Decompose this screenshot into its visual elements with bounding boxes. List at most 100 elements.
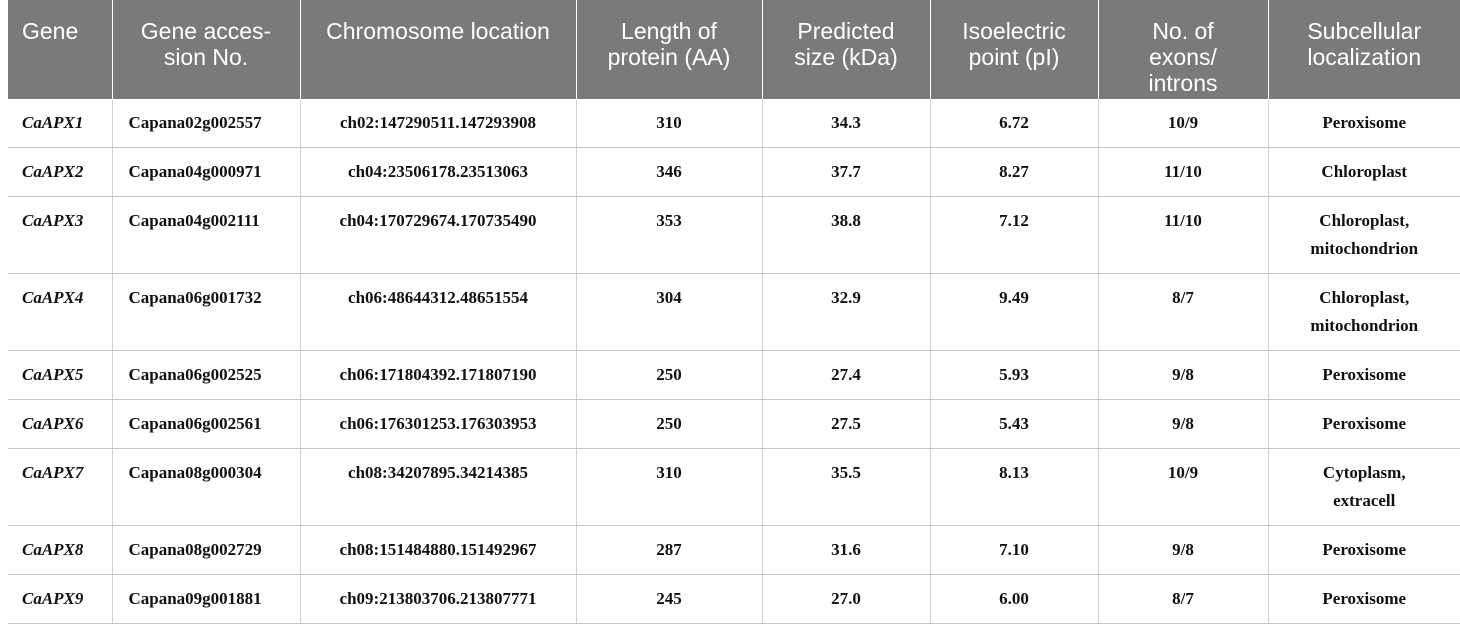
cell-accession: Capana04g002111 bbox=[112, 196, 301, 274]
cell-accession: Capana09g001881 bbox=[112, 574, 301, 624]
column-header-line: localization bbox=[1307, 44, 1422, 70]
localization-line: Cytoplasm, bbox=[1322, 463, 1406, 482]
cell-accession: Capana04g000971 bbox=[112, 147, 301, 197]
column-header-accession: Gene acces-sion No. bbox=[112, 0, 301, 99]
cell-location: ch04:170729674.170735490 bbox=[300, 196, 577, 274]
column-header-length: Length of protein (AA) bbox=[576, 0, 763, 99]
cell-localization: Peroxisome bbox=[1268, 399, 1460, 449]
column-header-location: Chromosome location bbox=[300, 0, 577, 99]
cell-exons: 11/10 bbox=[1098, 147, 1269, 197]
cell-location: ch09:213803706.213807771 bbox=[300, 574, 577, 624]
cell-exons: 8/7 bbox=[1098, 273, 1269, 351]
cell-exons: 9/8 bbox=[1098, 399, 1269, 449]
cell-gene: CaAPX4 bbox=[8, 273, 113, 351]
table-body: CaAPX1 Capana02g002557 ch02:147290511.1472… bbox=[8, 99, 1460, 624]
localization-line: Chloroplast, bbox=[1319, 211, 1410, 230]
cell-localization: Cytoplasm, extracell bbox=[1268, 448, 1460, 526]
localization-line: mitochondrion bbox=[1310, 239, 1419, 258]
column-header-pi: Isoelectric point (pI) bbox=[930, 0, 1099, 99]
localization-line: extracell bbox=[1333, 491, 1396, 510]
cell-size: 27.5 bbox=[762, 399, 931, 449]
localization-line: mitochondrion bbox=[1310, 316, 1419, 335]
header-row: Gene Gene acces-sion No. Chromosome locati… bbox=[8, 0, 1460, 99]
cell-pi: 8.27 bbox=[930, 147, 1099, 197]
cell-exons: 8/7 bbox=[1098, 574, 1269, 624]
cell-gene: CaAPX6 bbox=[8, 399, 113, 449]
cell-localization: Chloroplast, mitochondrion bbox=[1268, 273, 1460, 351]
table-row: CaAPX3 Capana04g002111 ch04:170729674.1707… bbox=[8, 196, 1460, 274]
cell-length: 250 bbox=[576, 399, 763, 449]
cell-localization: Chloroplast, mitochondrion bbox=[1268, 196, 1460, 274]
column-header-line: protein (AA) bbox=[607, 44, 731, 70]
column-header-line: Gene bbox=[22, 18, 79, 44]
cell-length: 250 bbox=[576, 350, 763, 400]
cell-localization: Peroxisome bbox=[1268, 350, 1460, 400]
cell-gene: CaAPX2 bbox=[8, 147, 113, 197]
cell-location: ch08:34207895.34214385 bbox=[300, 448, 577, 526]
column-header-line: No. of bbox=[1152, 18, 1214, 44]
cell-location: ch02:147290511.147293908 bbox=[300, 99, 577, 148]
cell-length: 353 bbox=[576, 196, 763, 274]
cell-pi: 7.10 bbox=[930, 525, 1099, 575]
cell-size: 32.9 bbox=[762, 273, 931, 351]
cell-pi: 6.00 bbox=[930, 574, 1099, 624]
table-row: CaAPX9 Capana09g001881 ch09:213803706.2138… bbox=[8, 574, 1460, 624]
cell-localization: Peroxisome bbox=[1268, 525, 1460, 575]
cell-location: ch06:171804392.171807190 bbox=[300, 350, 577, 400]
table-row: CaAPX1 Capana02g002557 ch02:147290511.1472… bbox=[8, 99, 1460, 148]
column-header-line: point (pI) bbox=[968, 44, 1060, 70]
cell-location: ch08:151484880.151492967 bbox=[300, 525, 577, 575]
cell-accession: Capana06g002525 bbox=[112, 350, 301, 400]
cell-gene: CaAPX1 bbox=[8, 99, 113, 148]
cell-size: 34.3 bbox=[762, 99, 931, 148]
cell-localization: Peroxisome bbox=[1268, 99, 1460, 148]
cell-gene: CaAPX8 bbox=[8, 525, 113, 575]
table-row: CaAPX5 Capana06g002525 ch06:171804392.1718… bbox=[8, 350, 1460, 400]
localization-line: Peroxisome bbox=[1322, 365, 1407, 384]
localization-line: Peroxisome bbox=[1322, 113, 1407, 132]
column-header-line: sion No. bbox=[163, 44, 249, 70]
localization-line: Peroxisome bbox=[1322, 589, 1407, 608]
column-header-line: Length of bbox=[621, 18, 717, 44]
cell-location: ch06:176301253.176303953 bbox=[300, 399, 577, 449]
column-header-exons: No. of exons/introns bbox=[1098, 0, 1269, 99]
cell-localization: Peroxisome bbox=[1268, 574, 1460, 624]
cell-gene: CaAPX7 bbox=[8, 448, 113, 526]
cell-gene: CaAPX3 bbox=[8, 196, 113, 274]
cell-length: 245 bbox=[576, 574, 763, 624]
column-header-size: Predicted size (kDa) bbox=[762, 0, 931, 99]
cell-length: 304 bbox=[576, 273, 763, 351]
column-header-line: size (kDa) bbox=[794, 44, 898, 70]
gene-table: Gene Gene acces-sion No. Chromosome locati… bbox=[8, 0, 1460, 624]
localization-line: Peroxisome bbox=[1322, 540, 1407, 559]
column-header-line: Gene acces- bbox=[140, 18, 272, 44]
cell-size: 27.4 bbox=[762, 350, 931, 400]
cell-exons: 10/9 bbox=[1098, 99, 1269, 148]
cell-location: ch06:48644312.48651554 bbox=[300, 273, 577, 351]
localization-line: Peroxisome bbox=[1322, 414, 1407, 433]
cell-exons: 9/8 bbox=[1098, 525, 1269, 575]
column-header-line: Chromosome location bbox=[326, 18, 550, 44]
table-row: CaAPX6 Capana06g002561 ch06:176301253.1763… bbox=[8, 399, 1460, 449]
cell-length: 310 bbox=[576, 99, 763, 148]
cell-location: ch04:23506178.23513063 bbox=[300, 147, 577, 197]
cell-length: 287 bbox=[576, 525, 763, 575]
cell-accession: Capana02g002557 bbox=[112, 99, 301, 148]
localization-line: Chloroplast, bbox=[1319, 288, 1410, 307]
localization-line: Chloroplast bbox=[1321, 162, 1408, 181]
cell-accession: Capana08g000304 bbox=[112, 448, 301, 526]
cell-exons: 11/10 bbox=[1098, 196, 1269, 274]
cell-size: 37.7 bbox=[762, 147, 931, 197]
cell-pi: 5.43 bbox=[930, 399, 1099, 449]
cell-gene: CaAPX9 bbox=[8, 574, 113, 624]
cell-pi: 5.93 bbox=[930, 350, 1099, 400]
cell-length: 346 bbox=[576, 147, 763, 197]
cell-accession: Capana06g002561 bbox=[112, 399, 301, 449]
table-row: CaAPX7 Capana08g000304 ch08:34207895.34214… bbox=[8, 448, 1460, 526]
table-row: CaAPX2 Capana04g000971 ch04:23506178.23513… bbox=[8, 147, 1460, 197]
cell-accession: Capana06g001732 bbox=[112, 273, 301, 351]
column-header-line: Isoelectric bbox=[962, 18, 1066, 44]
cell-pi: 9.49 bbox=[930, 273, 1099, 351]
cell-size: 38.8 bbox=[762, 196, 931, 274]
column-header-line: introns bbox=[1148, 70, 1218, 96]
